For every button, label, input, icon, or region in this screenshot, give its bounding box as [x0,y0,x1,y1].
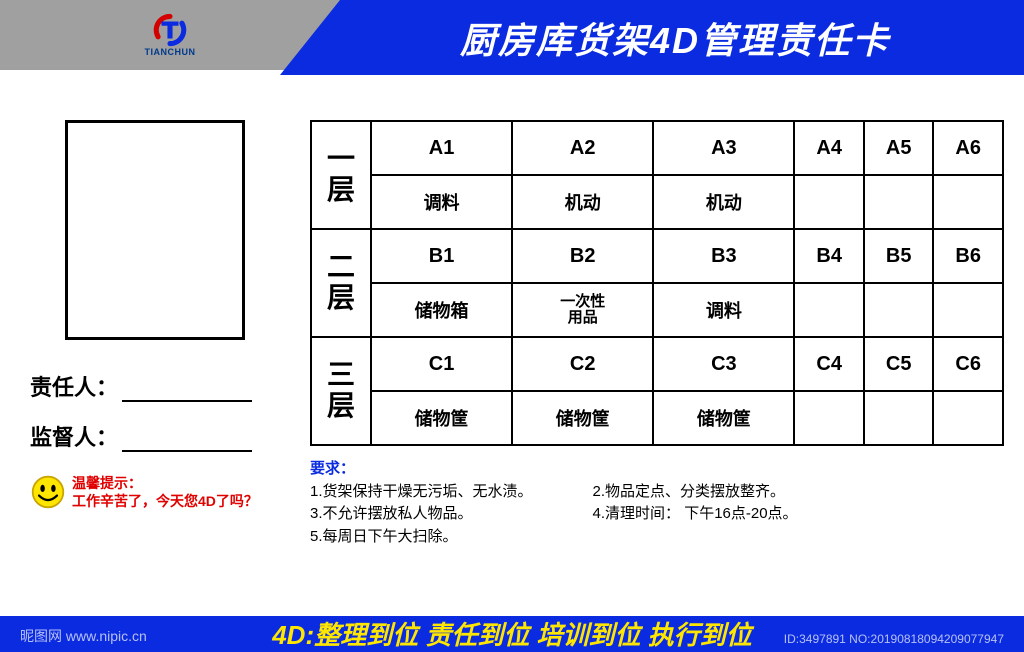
requirements-block: 要求： 1.货架保持干燥无污垢、无水渍。3.不允许摆放私人物品。5.每周日下午大… [310,458,1004,548]
responsible-label: 责任人： [30,370,118,402]
code-cell: B2 [512,229,653,283]
logo-text: TIANCHUN [145,47,196,57]
supervisor-label: 监督人： [30,420,118,452]
tip-body: 工作辛苦了，今天您4D了吗？ [72,492,258,510]
page-title: 厨房库货架4D管理责任卡 [430,12,890,64]
header: TIANCHUN 厨房库货架4D管理责任卡 [0,0,1024,80]
item-cell [864,283,934,337]
item-cell: 储物筐 [512,391,653,445]
item-cell [864,391,934,445]
req-item: 1.货架保持干燥无污垢、无水渍。 [310,481,533,504]
watermark-right: ID:3497891 NO:20190818094209077947 [784,632,1004,646]
code-cell: B4 [794,229,864,283]
req-item: 2.物品定点、分类摆放整齐。 [593,481,798,504]
item-cell: 调料 [653,283,794,337]
title-banner: 厨房库货架4D管理责任卡 [280,0,1024,75]
supervisor-line [122,432,252,452]
code-cell: C2 [512,337,653,391]
code-cell: A1 [371,121,512,175]
item-cell [933,283,1003,337]
tip-row: 温馨提示： 工作辛苦了，今天您4D了吗？ [30,474,280,510]
responsible-field: 责任人： [30,370,280,402]
supervisor-field: 监督人： [30,420,280,452]
item-cell [794,175,864,229]
req-right-col: 2.物品定点、分类摆放整齐。4.清理时间： 下午16点-20点。 [593,481,798,549]
code-cell: C4 [794,337,864,391]
right-column: 一层A1A2A3A4A5A6调料机动机动二层B1B2B3B4B5B6储物箱一次性… [310,120,1004,548]
code-cell: C1 [371,337,512,391]
item-cell [794,391,864,445]
tianchun-logo-icon [153,13,187,47]
code-cell: B3 [653,229,794,283]
shelf-table: 一层A1A2A3A4A5A6调料机动机动二层B1B2B3B4B5B6储物箱一次性… [310,120,1004,446]
item-cell: 机动 [512,175,653,229]
item-cell [864,175,934,229]
code-cell: A3 [653,121,794,175]
code-cell: C3 [653,337,794,391]
responsible-line [122,382,252,402]
item-cell: 储物箱 [371,283,512,337]
tip-label: 温馨提示： [72,474,258,492]
req-title: 要求： [310,458,1004,481]
item-cell: 机动 [653,175,794,229]
logo-block: TIANCHUN [0,0,340,70]
code-cell: A6 [933,121,1003,175]
req-left-col: 1.货架保持干燥无污垢、无水渍。3.不允许摆放私人物品。5.每周日下午大扫除。 [310,481,533,549]
req-item: 4.清理时间： 下午16点-20点。 [593,503,798,526]
layer-head: 三层 [311,337,371,445]
req-item: 3.不允许摆放私人物品。 [310,503,533,526]
code-cell: B6 [933,229,1003,283]
item-cell [933,175,1003,229]
item-cell [794,283,864,337]
layer-head: 二层 [311,229,371,337]
code-cell: C6 [933,337,1003,391]
smiley-icon [30,474,66,510]
footer-text: 4D:整理到位 责任到位 培训到位 执行到位 [272,616,752,652]
left-column: 责任人： 监督人： 温馨提示： 工作辛苦了，今天您4D了吗？ [30,120,280,548]
code-cell: A4 [794,121,864,175]
code-cell: B1 [371,229,512,283]
item-cell [933,391,1003,445]
code-cell: A2 [512,121,653,175]
photo-placeholder [65,120,245,340]
item-cell: 储物筐 [653,391,794,445]
code-cell: C5 [864,337,934,391]
req-item: 5.每周日下午大扫除。 [310,526,533,549]
code-cell: A5 [864,121,934,175]
layer-head: 一层 [311,121,371,229]
tip-text: 温馨提示： 工作辛苦了，今天您4D了吗？ [72,474,258,510]
code-cell: B5 [864,229,934,283]
item-cell: 调料 [371,175,512,229]
watermark-left: 昵图网 www.nipic.cn [20,626,147,646]
item-cell: 储物筐 [371,391,512,445]
item-cell: 一次性用品 [512,283,653,337]
